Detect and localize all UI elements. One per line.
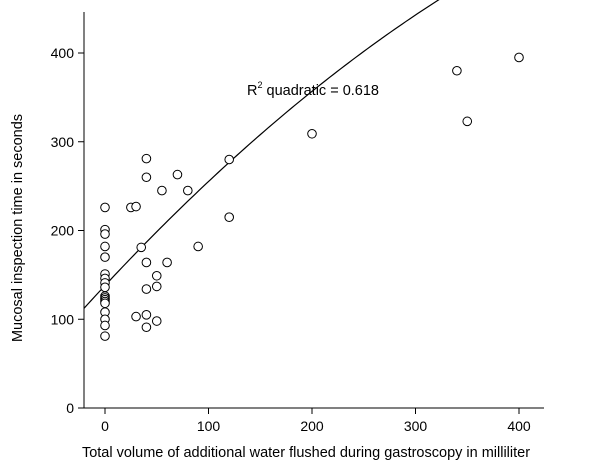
data-point xyxy=(136,242,147,253)
x-tick-label: 300 xyxy=(404,418,428,434)
x-axis-title: Total volume of additional water flushed… xyxy=(82,445,530,461)
annotation-superscript: 2 xyxy=(257,80,262,90)
y-axis-ticks: 0 100 200 300 400 xyxy=(51,45,84,416)
y-tick-label: 100 xyxy=(51,311,75,327)
data-point xyxy=(141,172,152,183)
data-point xyxy=(462,116,473,127)
data-point xyxy=(151,281,162,292)
data-point xyxy=(307,128,317,139)
data-point xyxy=(131,201,141,212)
data-point xyxy=(224,154,234,165)
annotation-base: R xyxy=(247,83,257,99)
data-point xyxy=(100,241,110,252)
y-tick-label: 0 xyxy=(66,400,74,416)
data-point xyxy=(100,320,110,331)
y-tick-label: 300 xyxy=(51,134,75,150)
data-point xyxy=(172,169,183,180)
data-point xyxy=(151,316,162,326)
quadratic-fit-curve xyxy=(83,0,440,309)
data-point xyxy=(193,241,203,252)
data-point xyxy=(162,257,172,268)
data-point xyxy=(141,257,152,268)
data-points xyxy=(100,52,524,341)
data-point xyxy=(141,310,152,320)
data-point xyxy=(141,153,152,164)
data-point xyxy=(100,331,110,341)
data-point xyxy=(224,212,234,222)
x-tick-label: 100 xyxy=(197,418,221,434)
x-tick-label: 400 xyxy=(507,418,531,434)
annotation-text: quadratic = 0.618 xyxy=(263,83,380,99)
data-point xyxy=(183,185,193,196)
r-squared-annotation: R2 quadratic = 0.618 xyxy=(247,80,379,99)
x-tick-label: 0 xyxy=(101,418,109,434)
data-point xyxy=(100,202,110,213)
data-point xyxy=(100,229,110,239)
x-tick-label: 200 xyxy=(300,418,324,434)
y-tick-label: 200 xyxy=(51,223,75,239)
data-point xyxy=(100,298,110,309)
x-axis-ticks: 0 100 200 300 400 xyxy=(101,408,531,434)
data-point xyxy=(514,52,524,63)
y-tick-label: 400 xyxy=(51,45,75,61)
data-point xyxy=(151,270,162,281)
data-point xyxy=(100,252,110,262)
y-axis-title: Mucosal inspection time in seconds xyxy=(10,114,26,342)
data-point xyxy=(100,282,110,293)
data-point xyxy=(141,322,152,333)
plot-frame xyxy=(83,12,544,409)
data-point xyxy=(131,311,141,322)
data-point xyxy=(157,185,167,196)
data-point xyxy=(452,65,462,76)
data-point xyxy=(141,284,152,294)
